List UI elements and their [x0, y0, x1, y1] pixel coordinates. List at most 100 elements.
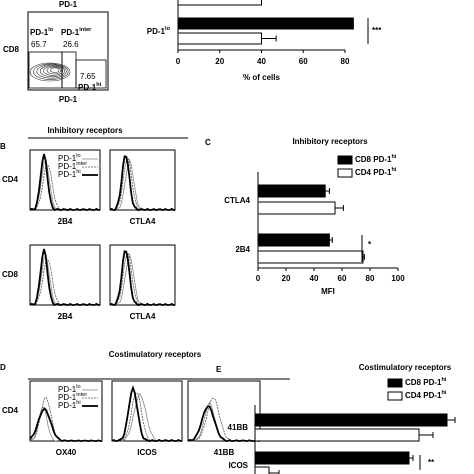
column-label: CTLA4 [130, 312, 156, 321]
x-tick-label: 20 [215, 57, 224, 66]
histogram [187, 397, 260, 442]
category-label-sup: lo [165, 26, 171, 32]
gate-percent: 7.65 [80, 72, 96, 81]
histogram [109, 155, 175, 211]
histogram-frame [187, 380, 261, 442]
histogram [111, 393, 182, 442]
error-bar [329, 237, 333, 243]
gate-percent: 26.6 [63, 40, 79, 49]
legend-label-sup: hi [76, 400, 80, 406]
gate-percent: 65.7 [31, 40, 47, 49]
error-bar [363, 254, 365, 260]
panel-letter: C [205, 138, 211, 147]
legend-label-sup: inter [76, 161, 87, 167]
x-tick-label: 40 [310, 274, 319, 283]
histogram [29, 407, 102, 442]
category-label: ICOS [228, 461, 248, 470]
gate-label-text: PD-1 [30, 28, 49, 37]
error-bar [335, 205, 344, 211]
bar [177, 32, 262, 45]
error-bar [269, 470, 280, 474]
plot-frame [27, 11, 109, 91]
y-label: CD8 [3, 45, 20, 54]
gate-label-sup: lo [48, 27, 54, 33]
legend-label-text: CD8 PD-1 [405, 378, 442, 387]
row-label: CD4 [2, 175, 19, 184]
row-label: CD8 [2, 270, 19, 279]
bar [257, 250, 364, 264]
legend-label-sup: lo [76, 153, 80, 159]
bar [257, 201, 336, 215]
panel-header: Costimulatory receptors [109, 350, 202, 359]
legend-label: CD8 PD-1hi [405, 377, 447, 387]
contour [29, 62, 71, 82]
x-label: PD-1 [59, 95, 78, 104]
legend-label-sup: hi [76, 169, 80, 175]
bar [177, 17, 354, 30]
gate-label: PD-1lo [30, 27, 54, 37]
gate [75, 59, 107, 89]
plot-title: PD-1 [59, 0, 78, 9]
error-bar [419, 432, 434, 438]
contour [50, 67, 60, 73]
x-tick-label: 60 [299, 57, 308, 66]
legend-label-text: PD-1 [58, 393, 77, 402]
significance: ** [428, 458, 435, 467]
x-axis-label: % of cells [243, 73, 280, 82]
panel-letter: D [0, 363, 6, 372]
legend-label-text: CD8 PD-1 [355, 155, 392, 164]
x-tick-label: 0 [176, 57, 181, 66]
contour [39, 65, 65, 78]
legend-label: PD-1inter [58, 392, 87, 402]
histogram [111, 392, 182, 442]
legend-label: CD8 PD-1hi [355, 154, 397, 164]
gate-label-text: PD-1 [78, 83, 97, 92]
histogram [109, 252, 175, 306]
x-tick-label: 60 [338, 274, 347, 283]
legend-label-text: PD-1 [58, 170, 77, 179]
histogram [29, 406, 102, 442]
legend-label-sup: hi [391, 167, 396, 173]
category-label: 2B4 [235, 245, 250, 254]
histogram [29, 248, 100, 307]
x-tick-label: 80 [366, 274, 375, 283]
gate-label-sup: hi [96, 82, 101, 88]
legend-label-text: PD-1 [58, 154, 77, 163]
legend-label-sup: inter [76, 392, 87, 398]
legend-label: CD4 PD-1hi [355, 167, 397, 177]
error-bar [261, 35, 277, 42]
bar [254, 413, 448, 427]
x-tick-label: 40 [257, 57, 266, 66]
legend-label-text: PD-1 [58, 401, 77, 410]
bar [177, 0, 262, 6]
contour [33, 63, 69, 80]
bar [254, 466, 270, 474]
contour [36, 64, 67, 79]
legend-label-text: PD-1 [58, 385, 77, 394]
histogram-frame [111, 380, 183, 442]
x-axis-label: MFI [321, 287, 335, 296]
legend-label-sup: hi [441, 390, 446, 396]
chart-title: Inhibitory receptors [292, 137, 368, 146]
x-tick-label: 0 [256, 274, 261, 283]
contour [46, 66, 62, 75]
legend-label: PD-1hi [58, 400, 81, 410]
legend-swatch [337, 168, 353, 178]
error-bar [325, 188, 330, 194]
column-label: ICOS [137, 448, 157, 457]
category-label-text: PD-1 [147, 27, 166, 36]
category-label: CTLA4 [224, 196, 250, 205]
legend-label-text: CD4 PD-1 [405, 391, 442, 400]
panel-letter: B [0, 142, 6, 151]
legend-label-sup: lo [76, 384, 80, 390]
significance: * [368, 240, 372, 249]
row-label: CD4 [2, 406, 19, 415]
bar [254, 451, 410, 465]
x-tick-label: 100 [391, 274, 405, 283]
error-bar [409, 455, 414, 461]
x-tick-label: 80 [341, 57, 350, 66]
category-label: 41BB [228, 423, 249, 432]
gate-label-text: PD-1 [61, 28, 80, 37]
legend-label: CD4 PD-1hi [405, 390, 447, 400]
